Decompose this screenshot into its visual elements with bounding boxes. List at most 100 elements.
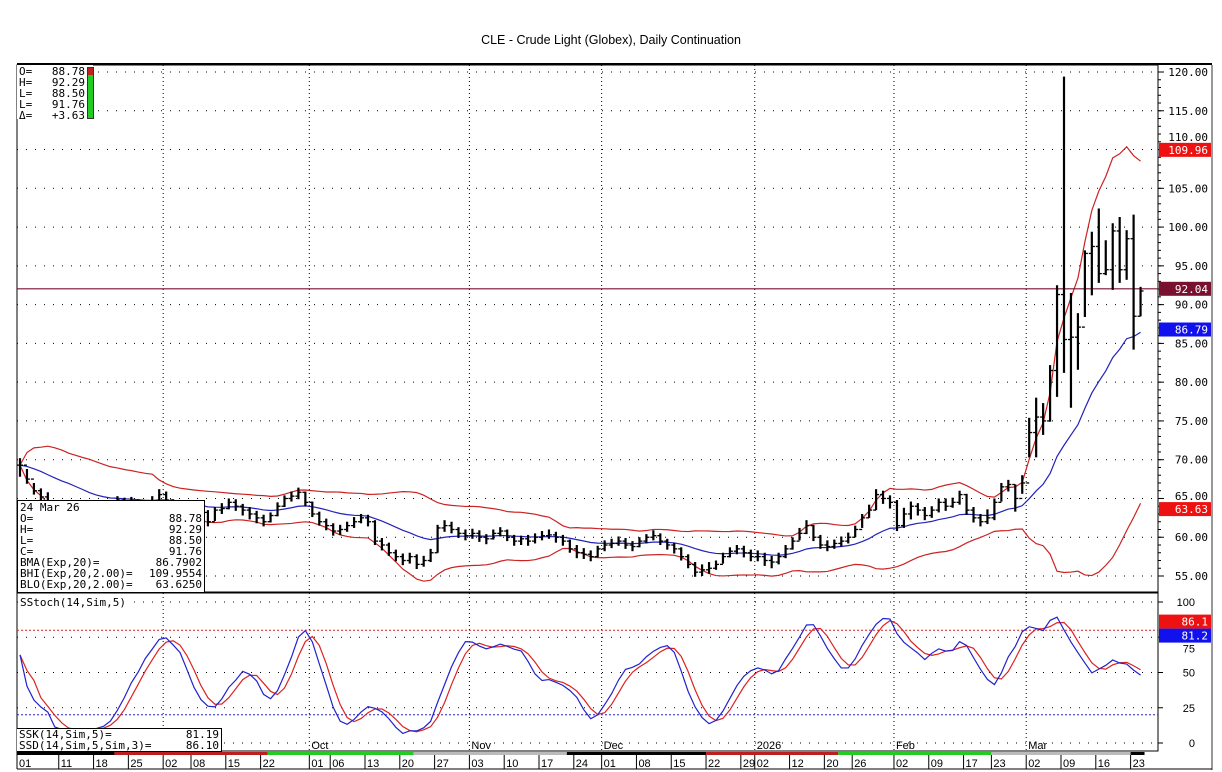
price-bar [810, 524, 817, 542]
price-bar [768, 555, 775, 569]
data-value: 91.76 [51, 98, 85, 111]
date-tick-label: 02 [896, 758, 908, 770]
price-bar [998, 482, 1005, 503]
data-value: 109.9554 [149, 567, 202, 580]
date-tick-label: 09 [1063, 758, 1075, 770]
price-bar [664, 538, 671, 550]
price-bar [699, 564, 706, 577]
date-tick-label: 22 [263, 758, 275, 770]
data-value: +3.63 [51, 109, 85, 122]
price-bar [504, 529, 511, 542]
data-row: O= 88.78 [20, 513, 202, 524]
price-bar [1095, 208, 1102, 283]
data-value: 81.19 [185, 728, 219, 741]
price-bar [420, 555, 427, 567]
price-tick-label: 80.00 [1175, 376, 1208, 389]
price-bar [316, 511, 323, 526]
bollinger-lower-line [19, 464, 1142, 582]
price-bar [365, 514, 371, 527]
price-bar [775, 552, 782, 565]
price-bar [622, 538, 629, 549]
price-bar [942, 498, 949, 511]
data-value: 86.7902 [155, 556, 202, 569]
price-bar [887, 495, 893, 509]
date-tick-label: 25 [130, 758, 142, 770]
price-bar [726, 547, 733, 558]
date-tick-label: 26 [854, 758, 866, 770]
data-value: 88.78 [168, 512, 202, 525]
data-label: Δ= [19, 109, 33, 122]
date-tick-label: 03 [471, 758, 483, 770]
price-bar [650, 530, 657, 541]
data-row: SSK(14,Sim,5)= 81.19 [19, 729, 219, 740]
price-bar [30, 478, 37, 495]
price-bar [1040, 403, 1047, 435]
date-tick-label: 27 [437, 758, 449, 770]
calendar-strip-segment [114, 752, 268, 755]
calendar-strip-segment [991, 752, 1131, 755]
change-bar [87, 67, 94, 119]
data-row: O= 88.78 [19, 66, 85, 77]
calendar-strip-segment [413, 752, 567, 755]
price-bar [483, 534, 490, 545]
price-bar [1081, 250, 1088, 328]
price-bar [1054, 285, 1061, 397]
data-row: H= 92.29 [19, 77, 85, 88]
data-value: 88.78 [51, 65, 85, 78]
price-bar [907, 501, 914, 520]
data-row: BHI(Exp,20,2.00)= 109.9554 [20, 568, 202, 579]
price-bar [914, 503, 921, 516]
price-bar [539, 531, 545, 541]
data-label: BLO(Exp,20,2.00)= [20, 578, 133, 591]
price-bar [984, 509, 991, 525]
price-bar [935, 498, 942, 513]
data-row: L= 88.50 [19, 88, 85, 99]
date-tick-label: 02 [165, 758, 177, 770]
data-row: L= 88.50 [20, 535, 202, 546]
price-bar [824, 540, 831, 552]
price-bar [260, 514, 267, 527]
price-bar [253, 510, 260, 524]
stoch-tick-label: 100 [1177, 597, 1195, 609]
data-value: 91.76 [168, 545, 202, 558]
last-value-text: 81.2 [1182, 630, 1209, 643]
price-bar [796, 527, 803, 542]
data-label: H= [19, 76, 33, 89]
last-value-tag [1159, 502, 1211, 517]
price-bar [1123, 230, 1130, 280]
price-tick-label: 120.00 [1168, 66, 1208, 79]
price-bar [211, 506, 218, 523]
date-tick-label: 06 [332, 758, 344, 770]
date-tick-label: 12 [792, 758, 804, 770]
calendar-strip-segment [706, 752, 839, 755]
price-tick-label: 65.00 [1175, 490, 1208, 503]
price-bar [928, 506, 935, 518]
price-bar [406, 552, 413, 564]
price-bar [859, 513, 866, 531]
price-bar [1012, 483, 1019, 512]
price-bar [274, 502, 281, 517]
date-tick-label: 01 [604, 758, 616, 770]
price-bar [970, 506, 977, 523]
price-bar [552, 531, 559, 543]
calendar-strip-segment [566, 752, 707, 755]
date-tick-label: 20 [826, 758, 838, 770]
price-bar [23, 464, 30, 484]
price-bar [518, 535, 525, 545]
price-bar [692, 562, 699, 577]
price-bar [455, 527, 462, 539]
last-value-tag [1159, 281, 1211, 296]
date-tick-label: 24 [576, 758, 588, 770]
price-bar [566, 539, 573, 553]
price-bar [921, 506, 928, 521]
price-bar [873, 489, 880, 511]
data-row: C= 91.76 [20, 546, 202, 557]
price-bar [295, 487, 302, 500]
price-bar [678, 547, 685, 561]
date-tick-label: 10 [506, 758, 518, 770]
price-bar [218, 503, 225, 514]
price-bar [643, 534, 650, 544]
price-bar [1130, 214, 1137, 350]
date-tick-label: 08 [638, 758, 650, 770]
